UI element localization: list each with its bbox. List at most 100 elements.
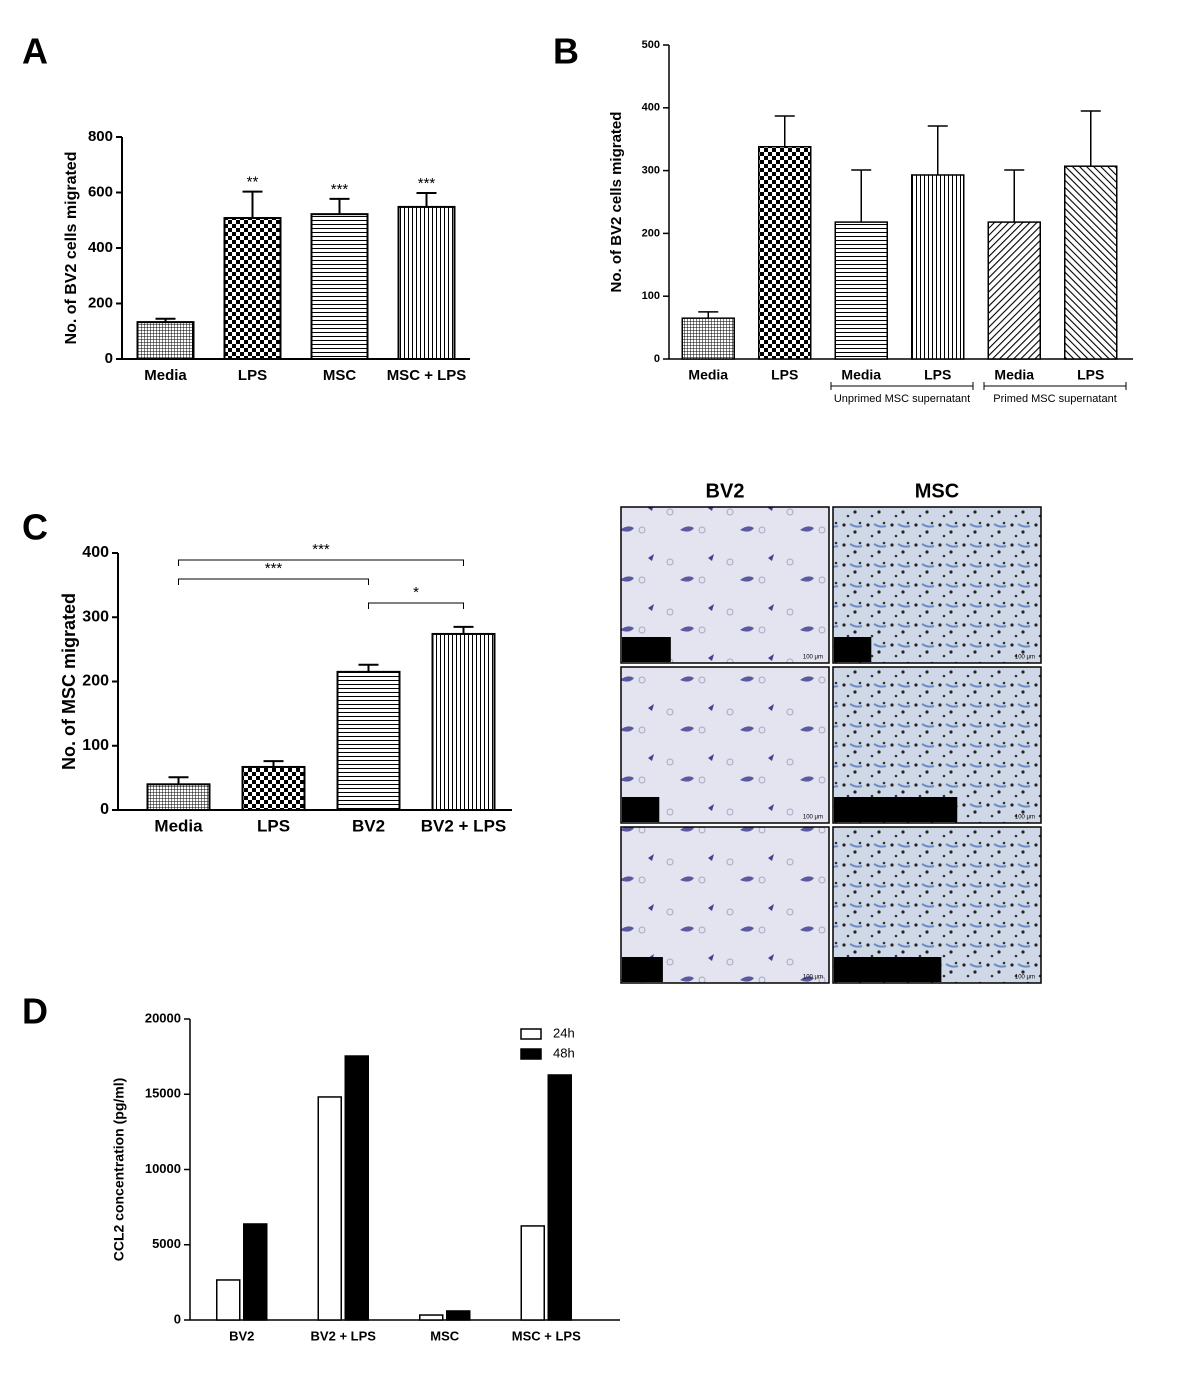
x-tick-label: BV2 + LPS (421, 816, 507, 835)
x-tick-label: LPS (257, 816, 290, 835)
x-tick-label: Media (144, 367, 187, 384)
y-tick-label: 20000 (145, 1010, 181, 1025)
panel-letter: C (22, 507, 48, 548)
scale-bar: 100 μm (1015, 655, 1035, 661)
bar (136, 321, 195, 360)
bar (344, 1055, 369, 1321)
bar (310, 213, 369, 360)
y-tick-label: 0 (100, 801, 109, 818)
group-label: Primed MSC supernatant (993, 393, 1117, 405)
legend-swatch (520, 1028, 542, 1040)
label-box (622, 797, 660, 822)
legend-label: 48h (553, 1045, 575, 1060)
y-tick-label: 400 (642, 102, 660, 114)
y-axis-label: No. of BV2 cells migrated (63, 152, 80, 345)
y-tick-label: 400 (88, 239, 113, 256)
significance-bracket (368, 602, 464, 609)
x-tick-label: LPS (771, 367, 798, 383)
bar (223, 217, 282, 360)
label-box (834, 637, 872, 662)
group-label: Unprimed MSC supernatant (834, 393, 970, 405)
bar (834, 221, 888, 360)
bar (446, 1310, 471, 1321)
scale-bar: 100 μm (1015, 975, 1035, 981)
x-tick-label: BV2 (229, 1328, 254, 1343)
bar (216, 1279, 241, 1321)
legend-swatch (520, 1048, 542, 1060)
bar (911, 174, 965, 360)
significance-bracket (178, 559, 464, 566)
bar (317, 1096, 342, 1321)
significance-bracket (178, 578, 369, 585)
label-box (622, 957, 663, 982)
bar (681, 317, 735, 360)
bar (987, 221, 1041, 360)
x-tick-label: MSC + LPS (512, 1328, 581, 1343)
y-tick-label: 5000 (152, 1236, 181, 1251)
y-axis-label: No. of BV2 cells migrated (608, 112, 625, 293)
micrograph-label: LPS (838, 641, 864, 656)
bar (397, 205, 456, 360)
scale-bar: 100 μm (803, 815, 823, 821)
y-tick-label: 300 (642, 165, 660, 177)
significance: *** (418, 175, 436, 192)
y-axis-label: No. of MSC migrated (59, 593, 79, 770)
bar (419, 1314, 444, 1321)
scale-bar: 100 μm (803, 975, 823, 981)
x-tick-label: Media (841, 367, 881, 383)
bar (241, 765, 306, 812)
y-tick-label: 10000 (145, 1161, 181, 1176)
y-tick-label: 300 (82, 608, 109, 625)
x-tick-label: BV2 + LPS (311, 1328, 377, 1343)
bar (520, 1225, 545, 1321)
micrograph-label: LPS (626, 801, 652, 816)
bar (431, 632, 496, 812)
y-tick-label: 15000 (145, 1086, 181, 1101)
x-tick-label: MSC (323, 367, 357, 384)
y-tick-label: 400 (82, 544, 109, 561)
label-box (834, 797, 958, 822)
legend-label: 24h (553, 1025, 575, 1040)
y-tick-label: 200 (88, 294, 113, 311)
y-tick-label: 200 (642, 227, 660, 239)
panel-letter: D (22, 991, 48, 1032)
significance: *** (312, 541, 330, 558)
y-tick-label: 0 (654, 353, 660, 365)
bar (243, 1223, 268, 1321)
micrograph-label: Stimulated BV2 (838, 961, 933, 976)
bar (547, 1074, 572, 1321)
x-tick-label: MSC (430, 1328, 460, 1343)
significance: * (413, 584, 419, 601)
x-tick-label: LPS (238, 367, 267, 384)
micrograph-label: MSC (626, 961, 656, 976)
x-tick-label: Media (688, 367, 728, 383)
label-box (622, 637, 671, 662)
bar (1064, 165, 1118, 360)
bar (146, 783, 211, 811)
y-tick-label: 0 (174, 1311, 181, 1326)
scale-bar: 100 μm (803, 655, 823, 661)
label-box (834, 957, 942, 982)
scale-bar: 100 μm (1015, 815, 1035, 821)
significance: *** (265, 560, 283, 577)
y-tick-label: 100 (82, 737, 109, 754)
significance: *** (331, 181, 349, 198)
x-tick-label: LPS (924, 367, 951, 383)
x-tick-label: LPS (1077, 367, 1104, 383)
x-tick-label: Media (154, 816, 203, 835)
micrograph-label: Unstimulated BV2 (838, 801, 949, 816)
bar (336, 670, 401, 811)
column-header: BV2 (706, 480, 745, 502)
y-axis-label: CCL2 concentration (pg/ml) (111, 1078, 127, 1262)
x-tick-label: Media (994, 367, 1034, 383)
y-tick-label: 800 (88, 128, 113, 145)
significance: ** (247, 174, 259, 191)
y-tick-label: 500 (642, 39, 660, 51)
panel-letter: A (22, 31, 48, 72)
micrograph-label: Media (626, 641, 664, 656)
y-tick-label: 100 (642, 290, 660, 302)
x-tick-label: MSC + LPS (387, 367, 467, 384)
column-header: MSC (915, 480, 959, 502)
y-tick-label: 200 (82, 673, 109, 690)
